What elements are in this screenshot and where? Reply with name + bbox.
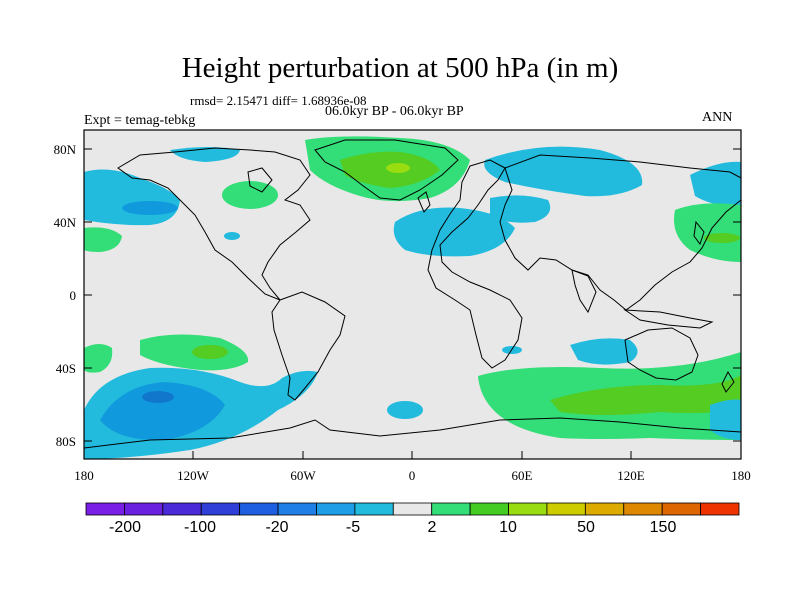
south-pacific-positive-core <box>192 345 228 359</box>
colorbar-swatch <box>200 502 241 516</box>
west-pacific-positive-anomaly <box>84 344 113 373</box>
lon-label-120e: 120E <box>617 468 645 483</box>
lat-label-80s: 80S <box>56 434 76 449</box>
east-asia-positive-anomaly <box>674 203 741 262</box>
colorbar-label-neg5: -5 <box>346 519 360 536</box>
colorbar-label-neg20: -20 <box>265 519 288 536</box>
colorbar-swatch <box>85 502 125 516</box>
lon-label-180-west: 180 <box>74 468 94 483</box>
lon-label-180-east: 180 <box>731 468 751 483</box>
southeast-negative-anomaly <box>710 399 741 440</box>
colorbar-swatch <box>316 502 356 516</box>
northwest-pacific-positive-anomaly <box>84 227 122 252</box>
season-label: ANN <box>702 110 733 125</box>
lat-label-40s: 40S <box>56 361 76 376</box>
north-atlantic-negative-anomaly <box>393 207 515 257</box>
south-atlantic-negative-anomaly <box>387 401 423 419</box>
colorbar-swatch <box>623 502 663 516</box>
colorbar-swatch <box>354 502 394 516</box>
canada-positive-anomaly <box>222 181 278 209</box>
indian-ocean-negative-anomaly <box>570 338 638 365</box>
lat-label-0: 0 <box>70 288 77 303</box>
greenland-coastline <box>314 139 459 201</box>
chart-title: Height perturbation at 500 hPa (in m) <box>181 52 619 84</box>
asia-coastline <box>499 154 741 311</box>
europe-africa-coastline <box>427 159 523 369</box>
colorbar-swatch <box>431 502 471 516</box>
anomaly-fields <box>84 136 741 459</box>
coastlines <box>84 139 741 449</box>
colorbar-swatch <box>392 502 433 516</box>
colorbar-label-neg100: -100 <box>184 519 216 536</box>
india-coastline <box>571 269 597 314</box>
antarctica-coastline <box>84 417 741 449</box>
time-period: 06.0kyr BP - 06.0kyr BP <box>325 104 464 119</box>
southern-ocean-positive-core <box>550 375 741 415</box>
lon-label-0: 0 <box>409 468 416 483</box>
colorbar-label-neg200: -200 <box>109 519 141 536</box>
colorbar <box>85 502 740 516</box>
colorbar-label-50: 50 <box>577 519 595 536</box>
europe-negative-anomaly <box>490 195 551 223</box>
colorbar-swatch <box>277 502 317 516</box>
north-america-coastline <box>117 147 311 301</box>
south-america-coastline <box>271 291 346 401</box>
colorbar-swatch <box>508 502 548 516</box>
latitude-tick-marks <box>84 148 741 442</box>
lat-label-40n: 40N <box>54 215 77 230</box>
south-pacific-negative-core <box>142 391 174 403</box>
lat-label-80n: 80N <box>54 142 77 157</box>
greenland-max-core <box>386 163 410 173</box>
experiment-label: Expt = temag-tebkg <box>84 113 196 128</box>
south-pacific-negative-mid <box>100 382 225 441</box>
colorbar-swatch <box>700 502 740 516</box>
colorbar-swatch <box>546 502 586 516</box>
uk-coastline <box>417 191 431 213</box>
colorbar-swatch <box>584 502 625 516</box>
lon-label-120w: 120W <box>177 468 210 483</box>
colorbar-label-10: 10 <box>499 519 517 536</box>
colorbar-swatch <box>239 502 279 516</box>
colorbar-swatch <box>469 502 509 516</box>
australia-coastline <box>624 327 699 381</box>
east-asia-positive-core <box>704 233 740 243</box>
rmsd-stats: rmsd= 2.15471 diff= 1.68936e-08 <box>190 93 367 108</box>
colorbar-label-2: 2 <box>428 519 437 536</box>
longitude-tick-marks <box>83 451 742 459</box>
japan-coastline <box>693 220 705 246</box>
new-zealand-coastline <box>721 370 735 393</box>
indonesia-coastline <box>623 309 714 329</box>
small-negative-anomaly <box>224 232 240 240</box>
north-pacific-negative-core <box>122 201 178 215</box>
hudson-bay <box>247 167 273 193</box>
lon-label-60w: 60W <box>290 468 316 483</box>
colorbar-swatch <box>661 502 701 516</box>
colorbar-label-150: 150 <box>650 519 677 536</box>
siberia-negative-anomaly <box>690 161 741 206</box>
colorbar-swatch <box>124 502 164 516</box>
lon-label-60e: 60E <box>512 468 533 483</box>
colorbar-swatch <box>162 502 202 516</box>
